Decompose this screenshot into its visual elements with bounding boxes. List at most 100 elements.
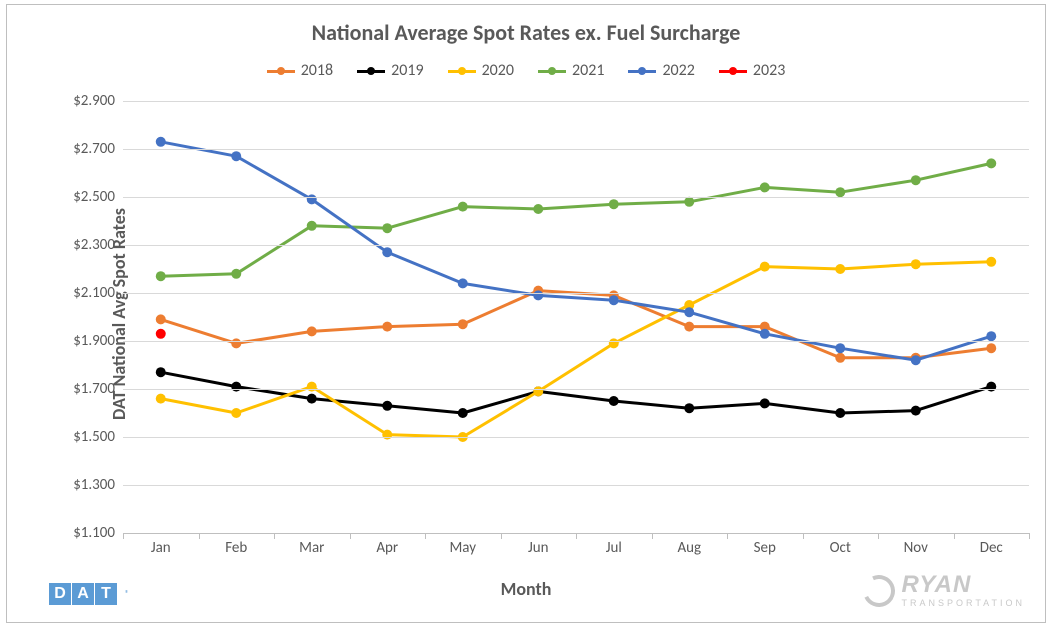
gridline xyxy=(123,437,1029,438)
legend: 201820192020202120222023 xyxy=(7,61,1045,80)
x-tick-mark xyxy=(425,533,426,539)
y-tick-label: $2.700 xyxy=(73,140,115,158)
series-marker-2022 xyxy=(533,290,543,300)
series-marker-2019 xyxy=(231,382,241,392)
y-tick-label: $1.300 xyxy=(73,476,115,494)
dat-logo-block: DAT xyxy=(45,580,121,608)
series-marker-2020 xyxy=(911,259,921,269)
series-marker-2020 xyxy=(382,430,392,440)
series-marker-2022 xyxy=(684,307,694,317)
dat-logo: DAT ® xyxy=(45,580,129,608)
x-tick-label: Apr xyxy=(376,539,398,557)
x-tick-label: May xyxy=(449,539,476,557)
series-marker-2022 xyxy=(760,329,770,339)
series-marker-2021 xyxy=(458,202,468,212)
series-marker-2018 xyxy=(986,343,996,353)
series-marker-2021 xyxy=(156,271,166,281)
x-tick-label: Jun xyxy=(528,539,549,557)
series-marker-2018 xyxy=(307,326,317,336)
gridline xyxy=(123,101,1029,102)
ryan-logo-swirl-icon xyxy=(859,570,900,611)
dat-logo-letter: T xyxy=(95,583,117,605)
gridline xyxy=(123,245,1029,246)
series-marker-2023 xyxy=(156,329,166,339)
y-tick-label: $2.500 xyxy=(73,188,115,206)
series-marker-2020 xyxy=(533,386,543,396)
legend-item-2021: 2021 xyxy=(538,61,604,80)
series-marker-2021 xyxy=(307,221,317,231)
x-tick-label: Feb xyxy=(225,539,247,557)
series-marker-2022 xyxy=(609,295,619,305)
series-marker-2019 xyxy=(156,367,166,377)
series-marker-2020 xyxy=(835,264,845,274)
series-line-2019 xyxy=(161,372,992,413)
series-line-2022 xyxy=(161,142,992,360)
legend-label: 2022 xyxy=(662,61,694,80)
x-tick-label: Dec xyxy=(980,539,1003,557)
ryan-logo-text: RYAN TRANSPORTATION xyxy=(901,573,1025,608)
series-marker-2021 xyxy=(684,197,694,207)
x-tick-label: Aug xyxy=(677,539,701,557)
series-marker-2018 xyxy=(458,319,468,329)
x-tick-mark xyxy=(123,533,124,539)
series-marker-2018 xyxy=(156,314,166,324)
gridline xyxy=(123,197,1029,198)
series-marker-2019 xyxy=(609,396,619,406)
legend-item-2019: 2019 xyxy=(357,61,423,80)
legend-swatch-icon xyxy=(448,65,476,77)
x-tick-mark xyxy=(803,533,804,539)
y-tick-label: $2.300 xyxy=(73,236,115,254)
series-marker-2020 xyxy=(986,257,996,267)
series-marker-2022 xyxy=(231,151,241,161)
x-tick-mark xyxy=(576,533,577,539)
series-marker-2021 xyxy=(835,187,845,197)
x-tick-label: Mar xyxy=(299,539,324,557)
x-tick-mark xyxy=(727,533,728,539)
chart-title: National Average Spot Rates ex. Fuel Sur… xyxy=(7,19,1045,46)
dat-logo-letter: D xyxy=(49,583,71,605)
series-marker-2018 xyxy=(684,322,694,332)
series-marker-2021 xyxy=(533,204,543,214)
x-tick-mark xyxy=(501,533,502,539)
series-marker-2021 xyxy=(609,199,619,209)
series-marker-2018 xyxy=(835,353,845,363)
series-marker-2020 xyxy=(609,338,619,348)
chart-lines-svg xyxy=(123,101,1029,533)
gridline xyxy=(123,341,1029,342)
legend-label: 2019 xyxy=(391,61,423,80)
series-marker-2021 xyxy=(760,182,770,192)
series-marker-2020 xyxy=(307,382,317,392)
legend-swatch-icon xyxy=(628,65,656,77)
registered-mark: ® xyxy=(125,589,129,599)
series-marker-2021 xyxy=(231,269,241,279)
series-marker-2019 xyxy=(911,406,921,416)
legend-label: 2021 xyxy=(572,61,604,80)
x-tick-label: Sep xyxy=(754,539,776,557)
series-marker-2022 xyxy=(458,278,468,288)
chart-frame: National Average Spot Rates ex. Fuel Sur… xyxy=(6,4,1046,623)
x-tick-mark xyxy=(350,533,351,539)
gridline xyxy=(123,149,1029,150)
series-line-2021 xyxy=(161,163,992,276)
x-tick-label: Nov xyxy=(904,539,928,557)
gridline xyxy=(123,389,1029,390)
legend-swatch-icon xyxy=(538,65,566,77)
x-tick-mark xyxy=(878,533,879,539)
ryan-logo-sub: TRANSPORTATION xyxy=(901,599,1025,608)
dat-logo-letter: A xyxy=(72,583,94,605)
legend-item-2018: 2018 xyxy=(267,61,333,80)
y-tick-label: $1.500 xyxy=(73,428,115,446)
legend-swatch-icon xyxy=(357,65,385,77)
y-tick-label: $1.700 xyxy=(73,380,115,398)
series-marker-2022 xyxy=(835,343,845,353)
y-tick-label: $1.100 xyxy=(73,524,115,542)
series-marker-2019 xyxy=(382,401,392,411)
legend-label: 2023 xyxy=(753,61,785,80)
series-marker-2020 xyxy=(156,394,166,404)
x-tick-label: Jul xyxy=(606,539,622,557)
series-marker-2022 xyxy=(986,331,996,341)
x-tick-mark xyxy=(652,533,653,539)
series-marker-2019 xyxy=(986,382,996,392)
y-tick-label: $2.100 xyxy=(73,284,115,302)
plot-area: $1.100$1.300$1.500$1.700$1.900$2.100$2.3… xyxy=(123,101,1029,533)
